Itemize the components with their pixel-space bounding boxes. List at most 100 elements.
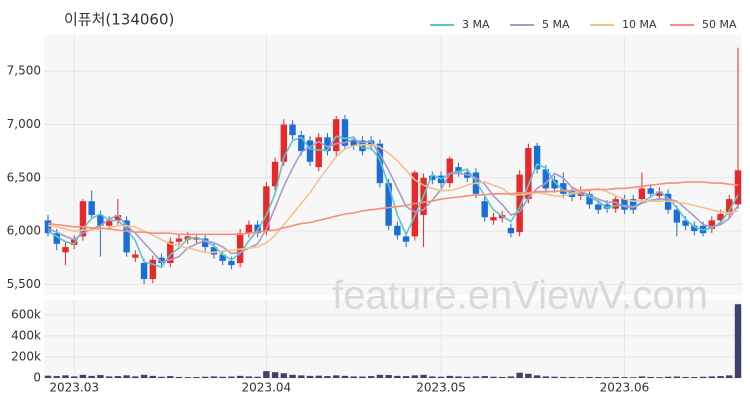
- volume-bar: [79, 374, 87, 378]
- volume-bar: [568, 376, 576, 378]
- volume-bar: [71, 376, 78, 378]
- candle-body: [429, 175, 436, 180]
- x-tick-label: 2023.04: [242, 381, 292, 395]
- candle-body: [446, 158, 453, 184]
- volume-bar: [516, 372, 523, 378]
- volume-bar: [481, 376, 488, 378]
- volume-bar: [717, 376, 724, 378]
- volume-bar: [595, 377, 602, 378]
- volume-bar: [228, 376, 235, 378]
- volume-bar: [306, 375, 314, 378]
- candle-body: [385, 183, 392, 226]
- ma-line: [47, 144, 739, 254]
- candle-body: [525, 147, 532, 200]
- candle-body: [236, 233, 244, 264]
- legend-label: 50 MA: [702, 18, 737, 31]
- volume-bar: [245, 376, 253, 378]
- volume-bar: [621, 377, 628, 378]
- candle-body: [88, 201, 95, 216]
- candle-body: [647, 188, 654, 194]
- volume-bar: [464, 376, 471, 378]
- volume-bar: [560, 376, 567, 378]
- volume-bar: [210, 376, 218, 378]
- volume-bar: [359, 376, 366, 378]
- candle-body: [228, 260, 235, 266]
- volume-bar: [446, 375, 453, 378]
- y-tick-label: 600k: [11, 307, 41, 321]
- candle-body: [202, 238, 209, 248]
- volume-bar: [577, 377, 584, 378]
- volume-bar: [638, 376, 646, 378]
- volume-bar: [280, 373, 288, 378]
- price-panel: [44, 35, 742, 295]
- legend-label: 5 MA: [542, 18, 570, 31]
- volume-bar: [333, 375, 340, 378]
- volume-bar: [315, 375, 322, 378]
- volume-bar: [123, 375, 130, 378]
- candle-body: [638, 188, 646, 200]
- candle-body: [394, 225, 401, 236]
- candle-body: [175, 238, 183, 242]
- volume-bar: [105, 376, 113, 378]
- volume-bar: [629, 377, 637, 378]
- volume-bar: [263, 371, 270, 378]
- volume-bar: [376, 374, 384, 378]
- volume-bar: [664, 376, 672, 378]
- volume-bar: [437, 376, 445, 378]
- candle-body: [402, 236, 410, 242]
- volume-bar: [219, 376, 226, 378]
- candle-body: [289, 124, 296, 136]
- volume-bar: [734, 304, 742, 378]
- volume-bar: [682, 376, 689, 378]
- candle-body: [315, 137, 322, 168]
- volume-bar: [420, 374, 427, 378]
- candle-body: [306, 140, 314, 162]
- volume-bar: [289, 374, 296, 378]
- candle-body: [263, 186, 270, 232]
- volume-bar: [298, 375, 305, 378]
- volume-bar: [254, 376, 261, 378]
- volume-bar: [149, 375, 157, 378]
- candle-body: [621, 199, 628, 210]
- volume-bar: [140, 374, 148, 378]
- y-tick-label: 400k: [11, 328, 41, 342]
- volume-bar: [472, 376, 480, 378]
- volume-bar: [656, 377, 663, 378]
- candle-body: [44, 220, 52, 234]
- candle-body: [411, 172, 419, 237]
- candle-body: [673, 209, 681, 223]
- candle-body: [123, 220, 130, 253]
- watermark: feature.enViewV.com: [332, 274, 708, 318]
- volume-bar: [542, 376, 550, 378]
- candle-body: [341, 119, 349, 146]
- volume-bar: [184, 377, 191, 378]
- volume-bar: [88, 375, 95, 378]
- volume-bar: [193, 377, 200, 378]
- x-tick-label: 2023.06: [600, 381, 650, 395]
- candle-body: [490, 217, 497, 221]
- volume-bar: [341, 375, 349, 378]
- volume-bar: [114, 376, 122, 378]
- volume-bar: [726, 375, 733, 378]
- volume-bar: [167, 376, 174, 378]
- candle-body: [533, 145, 541, 170]
- volume-bar: [385, 375, 392, 378]
- candle-body: [586, 193, 593, 205]
- volume-bar: [490, 376, 497, 378]
- y-tick-label: 7,500: [7, 64, 41, 78]
- candle-body: [280, 124, 288, 162]
- volume-bar: [62, 375, 69, 378]
- x-tick-label: 2023.05: [416, 381, 466, 395]
- volume-bar: [647, 376, 654, 378]
- y-tick-label: 0: [33, 371, 41, 385]
- volume-bar: [429, 376, 436, 378]
- volume-bar: [533, 375, 541, 378]
- candle-body: [298, 135, 305, 152]
- candle-body: [167, 241, 174, 264]
- volume-bar: [97, 375, 104, 378]
- volume-bar: [350, 376, 357, 378]
- candle-body: [105, 220, 113, 226]
- volume-bar: [612, 376, 619, 378]
- candle-body: [97, 215, 104, 226]
